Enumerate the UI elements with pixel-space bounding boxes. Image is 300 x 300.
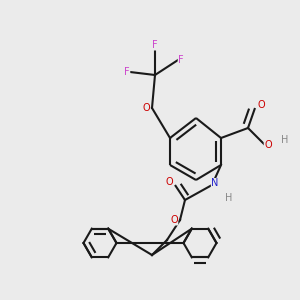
Text: H: H bbox=[281, 135, 289, 145]
Text: O: O bbox=[170, 215, 178, 225]
Text: O: O bbox=[165, 177, 173, 187]
Text: O: O bbox=[257, 100, 265, 110]
Text: F: F bbox=[124, 67, 130, 77]
Text: F: F bbox=[178, 55, 184, 65]
Text: H: H bbox=[225, 193, 232, 203]
Text: F: F bbox=[152, 40, 158, 50]
Text: O: O bbox=[264, 140, 272, 150]
Text: O: O bbox=[142, 103, 150, 113]
Text: N: N bbox=[211, 178, 219, 188]
